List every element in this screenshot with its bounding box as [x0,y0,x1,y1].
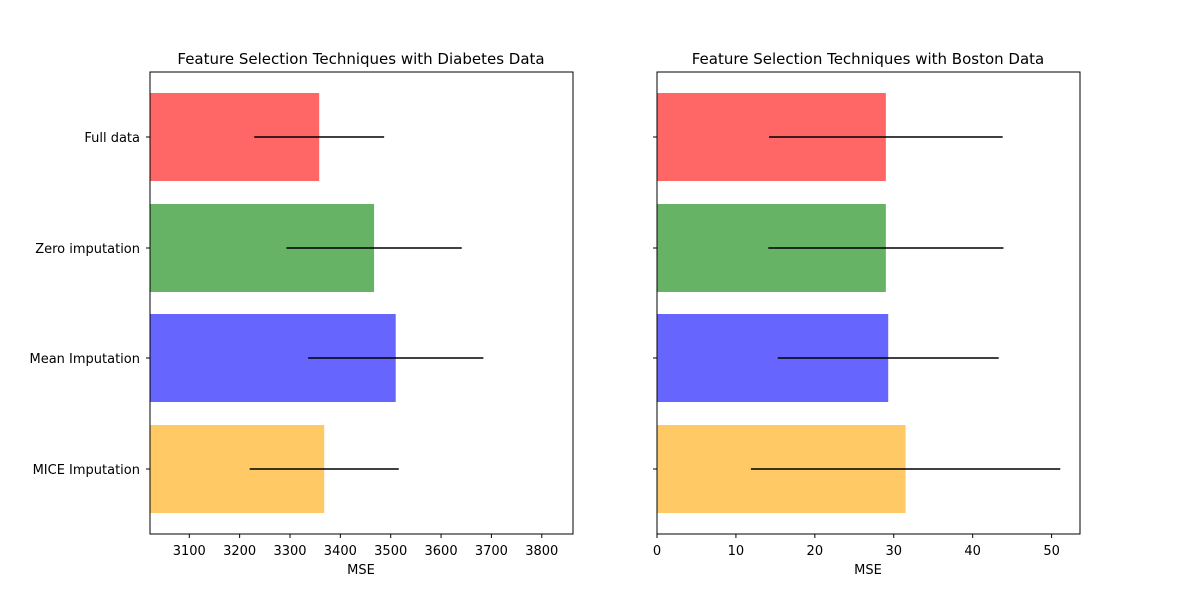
boston-x-axis-label: MSE [854,563,882,578]
diabetes-x-tick-label: 3800 [525,544,558,559]
diabetes-y-tick-label: MICE Imputation [33,463,140,478]
boston-chart-title: Feature Selection Techniques with Boston… [692,50,1044,68]
boston-x-tick-label: 40 [964,544,981,559]
diabetes-axes-frame [149,71,574,535]
diabetes-y-tick-label: Full data [84,131,140,146]
diabetes-x-tick-label: 3200 [223,544,256,559]
boston-x-tick-label: 20 [807,544,824,559]
diabetes-x-axis-label: MSE [347,563,375,578]
diabetes-chart: Feature Selection Techniques with Diabet… [29,50,574,578]
diabetes-x-tick-label: 3100 [173,544,206,559]
boston-x-tick-label: 50 [1043,544,1060,559]
diabetes-x-tick-label: 3600 [425,544,458,559]
diabetes-x-tick-label: 3700 [475,544,508,559]
boston-x-tick-label: 30 [885,544,902,559]
diabetes-y-tick-label: Mean Imputation [29,352,140,367]
diabetes-y-tick-label: Zero imputation [35,242,140,257]
diabetes-x-tick-label: 3300 [273,544,306,559]
diabetes-x-tick-label: 3500 [374,544,407,559]
boston-chart: Feature Selection Techniques with Boston… [653,50,1081,578]
boston-x-tick-label: 10 [728,544,745,559]
boston-axes-frame [656,71,1081,535]
diabetes-chart-title: Feature Selection Techniques with Diabet… [177,50,544,68]
diabetes-x-tick-label: 3400 [324,544,357,559]
boston-x-tick-label: 0 [653,544,661,559]
